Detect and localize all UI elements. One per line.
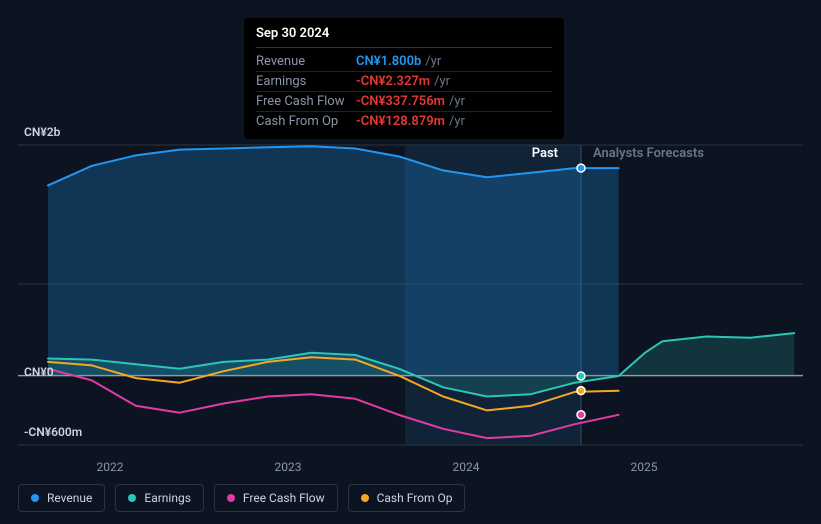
tooltip-row-unit: /yr <box>449 114 465 129</box>
x-axis-label: 2024 <box>453 460 480 474</box>
chart-region-label: Analysts Forecasts <box>593 146 704 161</box>
tooltip-row-label: Revenue <box>256 54 356 69</box>
tooltip-row-label: Earnings <box>256 74 356 89</box>
tooltip-row: RevenueCN¥1.800b/yr <box>256 52 552 72</box>
y-axis-label: -CN¥600m <box>24 425 82 439</box>
tooltip-row-unit: /yr <box>434 74 450 89</box>
tooltip-row-unit: /yr <box>425 54 441 69</box>
x-axis-label: 2025 <box>631 460 658 474</box>
tooltip-row-value: -CN¥337.756m <box>356 94 445 109</box>
y-axis-label: CN¥0 <box>24 365 54 379</box>
chart-tooltip: Sep 30 2024 RevenueCN¥1.800b/yrEarnings-… <box>244 18 564 139</box>
tooltip-row: Cash From Op-CN¥128.879m/yr <box>256 112 552 131</box>
tooltip-row-value: -CN¥2.327m <box>356 74 430 89</box>
tooltip-row: Earnings-CN¥2.327m/yr <box>256 72 552 92</box>
legend-label: Cash From Op <box>377 491 453 505</box>
tooltip-row-label: Free Cash Flow <box>256 94 356 109</box>
legend-item-freecashflow[interactable]: Free Cash Flow <box>214 484 338 512</box>
legend-dot-icon <box>227 494 235 502</box>
legend-item-cashfromop[interactable]: Cash From Op <box>348 484 466 512</box>
legend-label: Earnings <box>144 491 191 505</box>
legend-dot-icon <box>31 494 39 502</box>
chart-region-label: Past <box>532 146 558 161</box>
chart-svg <box>18 120 803 465</box>
x-axis-label: 2023 <box>275 460 302 474</box>
legend-item-earnings[interactable]: Earnings <box>115 484 204 512</box>
tooltip-row-value: CN¥1.800b <box>356 54 421 69</box>
legend-item-revenue[interactable]: Revenue <box>18 484 105 512</box>
tooltip-date: Sep 30 2024 <box>256 26 552 48</box>
chart-legend: Revenue Earnings Free Cash Flow Cash From O… <box>18 484 465 512</box>
y-axis-label: CN¥2b <box>24 125 60 139</box>
tooltip-row: Free Cash Flow-CN¥337.756m/yr <box>256 92 552 112</box>
tooltip-row-label: Cash From Op <box>256 114 356 129</box>
legend-label: Free Cash Flow <box>243 491 325 505</box>
legend-dot-icon <box>128 494 136 502</box>
legend-dot-icon <box>361 494 369 502</box>
x-axis-label: 2022 <box>97 460 124 474</box>
legend-label: Revenue <box>47 491 92 505</box>
tooltip-row-unit: /yr <box>449 94 465 109</box>
financials-chart: CN¥2bCN¥0-CN¥600m 2022202320242025 PastA… <box>18 120 803 465</box>
tooltip-row-value: -CN¥128.879m <box>356 114 445 129</box>
